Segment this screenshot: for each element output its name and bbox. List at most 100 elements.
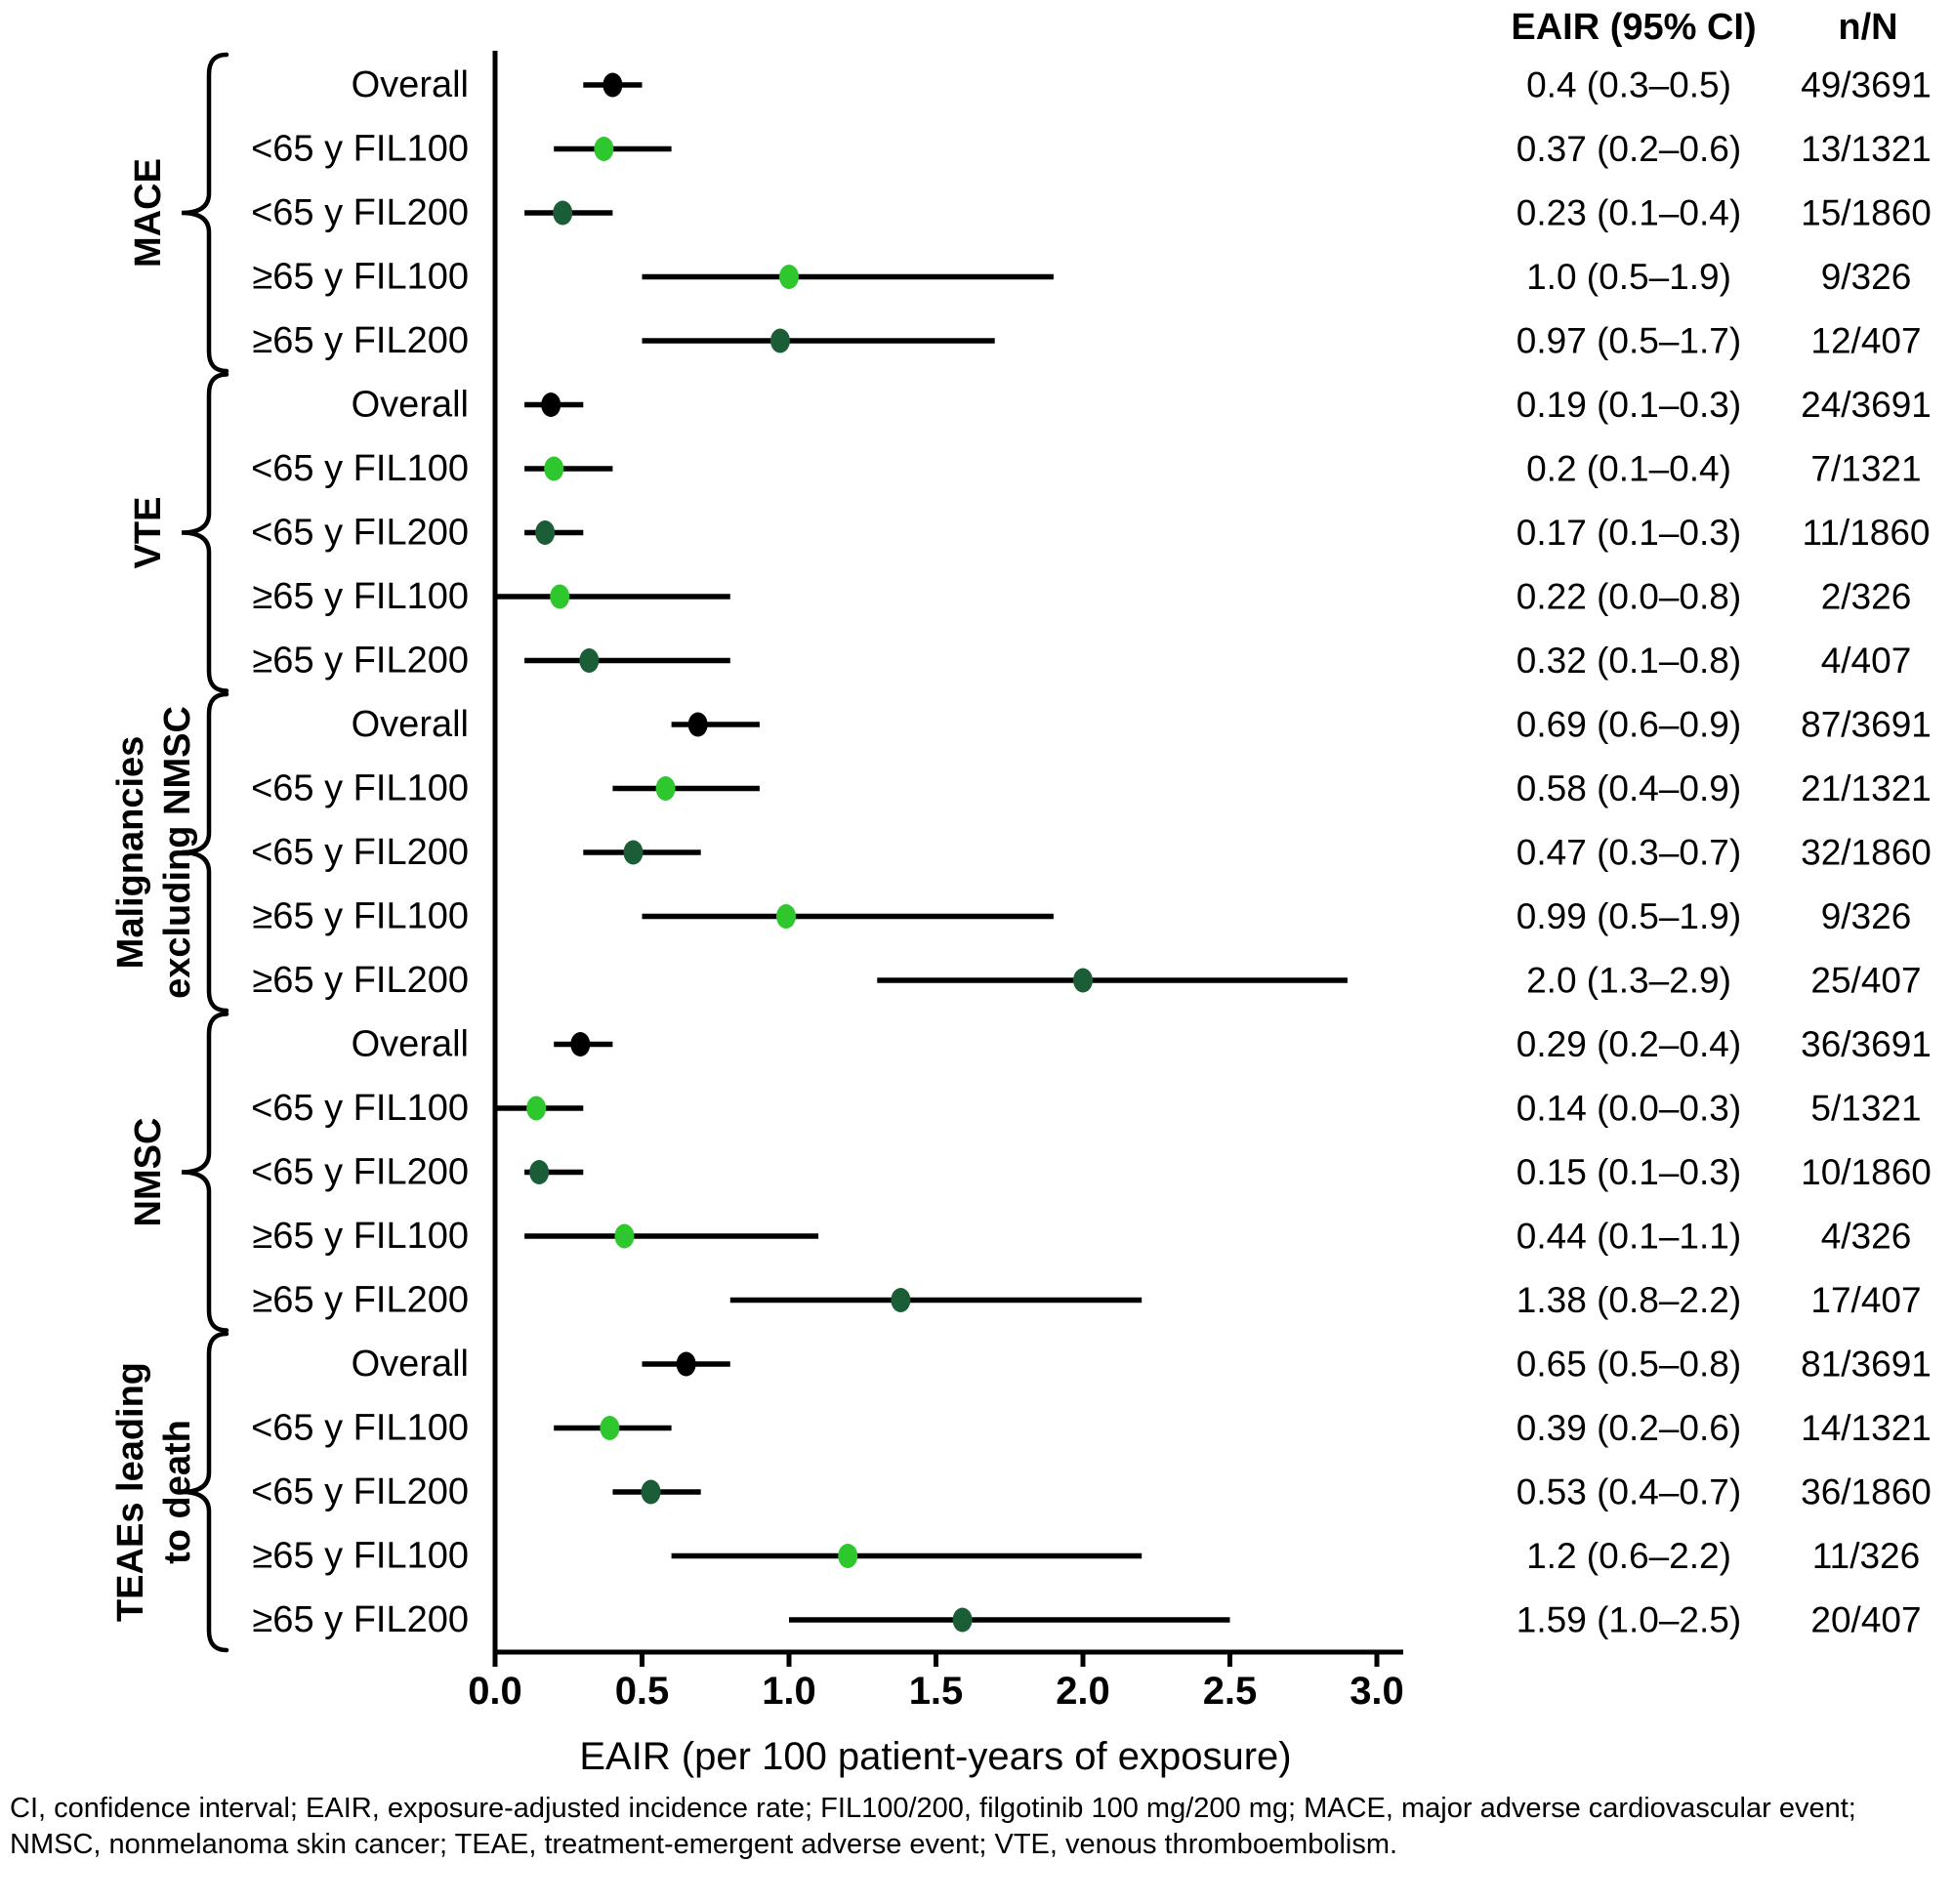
n-over-total-value: 4/407 (1821, 641, 1912, 681)
n-over-total-value: 13/1321 (1801, 129, 1932, 169)
section-label: NMSC (128, 1118, 169, 1227)
n-over-total-value: 21/1321 (1801, 768, 1932, 808)
row-label: ≥65 y FIL200 (252, 320, 469, 361)
section-label-group: VTE (128, 497, 169, 569)
row-label: Overall (352, 385, 469, 426)
point-marker (579, 648, 600, 673)
section-braces (181, 52, 229, 1653)
eair-ci-column-header: EAIR (95% CI) (1511, 7, 1756, 48)
x-axis-title: EAIR (per 100 patient-years of exposure) (579, 1735, 1291, 1778)
point-marker (775, 904, 796, 929)
eair-ci-value: 0.39 (0.2–0.6) (1517, 1408, 1741, 1448)
row-label: <65 y FIL100 (251, 129, 469, 170)
section-brace (181, 1012, 229, 1333)
x-tick-label: 1.5 (909, 1670, 964, 1713)
n-over-total-value: 81/3691 (1801, 1345, 1932, 1385)
n-over-total-value: 2/326 (1821, 577, 1912, 617)
section-label: Malignancies (110, 736, 151, 970)
section-label: to death (157, 1420, 198, 1564)
row-label: ≥65 y FIL100 (252, 576, 469, 617)
n-over-total-value: 17/407 (1810, 1280, 1921, 1320)
row-label: ≥65 y FIL100 (252, 1216, 469, 1257)
eair-ci-value: 0.29 (0.2–0.4) (1517, 1024, 1741, 1064)
eair-ci-value: 0.19 (0.1–0.3) (1517, 385, 1741, 425)
section-brace (181, 1331, 229, 1653)
section-label: excluding NMSC (157, 706, 198, 999)
n-over-total-value: 20/407 (1810, 1600, 1921, 1640)
eair-ci-value: 0.23 (0.1–0.4) (1517, 193, 1741, 233)
x-tick-label: 2.5 (1203, 1670, 1258, 1713)
row-label: <65 y FIL100 (251, 448, 469, 489)
plot-area (495, 72, 1348, 1633)
x-tick-label: 2.0 (1056, 1670, 1110, 1713)
section-label-group: NMSC (128, 1118, 169, 1227)
n-over-total-value: 9/326 (1821, 257, 1912, 297)
footnote-line-2: NMSC, nonmelanoma skin cancer; TEAE, tre… (10, 1829, 1397, 1860)
row-label: <65 y FIL200 (251, 832, 469, 873)
point-marker (614, 1223, 635, 1249)
point-marker (603, 72, 623, 98)
eair-ci-value: 0.97 (0.5–1.7) (1517, 321, 1741, 361)
point-marker (891, 1288, 911, 1312)
n-over-total-value: 24/3691 (1801, 385, 1932, 425)
row-label: ≥65 y FIL200 (252, 1599, 469, 1640)
section-label-group: TEAEs leading to death (110, 1362, 198, 1622)
eair-ci-value: 0.15 (0.1–0.3) (1517, 1152, 1741, 1192)
n-over-total-value: 9/326 (1821, 896, 1912, 936)
footnote-line-1: CI, confidence interval; EAIR, exposure-… (10, 1793, 1856, 1824)
section-label-group: Malignancies excluding NMSC (110, 706, 198, 999)
row-label: Overall (352, 64, 469, 105)
eair-ci-value: 0.2 (0.1–0.4) (1526, 449, 1731, 489)
point-marker (655, 776, 676, 801)
row-label: <65 y FIL200 (251, 192, 469, 233)
n-over-total-value: 11/1860 (1803, 513, 1931, 553)
row-label: ≥65 y FIL100 (252, 896, 469, 937)
eair-ci-value: 1.2 (0.6–2.2) (1526, 1536, 1731, 1576)
point-marker (1073, 968, 1093, 993)
row-labels: Overall <65 y FIL100 <65 y FIL200 ≥65 y FIL… (251, 64, 469, 1640)
n-over-total-value: 14/1321 (1801, 1408, 1932, 1448)
point-marker (544, 456, 564, 481)
row-label: <65 y FIL100 (251, 1088, 469, 1129)
point-marker (687, 712, 708, 737)
n-over-total-value: 5/1321 (1810, 1089, 1921, 1129)
eair-ci-value: 0.58 (0.4–0.9) (1517, 768, 1741, 808)
row-label: ≥65 y FIL200 (252, 1280, 469, 1321)
section-labels: MACE VTE Malignancies excluding NMSC NMSC TEA… (110, 158, 198, 1622)
point-marker (600, 1416, 620, 1440)
eair-ci-value: 0.65 (0.5–0.8) (1517, 1345, 1741, 1385)
point-marker (769, 328, 790, 353)
row-label: <65 y FIL200 (251, 513, 469, 554)
n-over-total-value: 36/3691 (1801, 1024, 1932, 1064)
eair-ci-value: 1.38 (0.8–2.2) (1517, 1280, 1741, 1320)
point-marker (641, 1479, 661, 1505)
point-marker (623, 840, 644, 865)
n-over-total-value: 36/1860 (1801, 1472, 1932, 1512)
n-over-total-value: 87/3691 (1801, 705, 1932, 745)
row-label: <65 y FIL200 (251, 1152, 469, 1193)
eair-ci-value: 0.37 (0.2–0.6) (1517, 129, 1741, 169)
point-marker (779, 265, 799, 289)
row-label: Overall (352, 1344, 469, 1385)
n-over-total-value: 4/326 (1821, 1217, 1912, 1257)
point-marker (553, 200, 573, 226)
eair-ci-value: 0.47 (0.3–0.7) (1517, 833, 1741, 873)
eair-ci-value: 0.32 (0.1–0.8) (1517, 641, 1741, 681)
row-label: ≥65 y FIL100 (252, 257, 469, 298)
row-label: ≥65 y FIL200 (252, 960, 469, 1001)
eair-ci-value: 0.69 (0.6–0.9) (1517, 705, 1741, 745)
x-axis: 0.0 0.5 1.0 1.5 2.0 2.5 3.0 (468, 51, 1404, 1713)
eair-ci-value: 0.53 (0.4–0.7) (1517, 1472, 1741, 1512)
point-marker (952, 1607, 973, 1633)
point-marker (594, 137, 614, 161)
eair-ci-value: 0.99 (0.5–1.9) (1517, 896, 1741, 936)
point-marker (526, 1096, 547, 1121)
row-label: Overall (352, 704, 469, 745)
section-label: TEAEs leading (110, 1362, 151, 1622)
section-label: VTE (128, 497, 169, 569)
n-over-total-value: 10/1860 (1801, 1152, 1932, 1192)
eair-ci-value: 0.17 (0.1–0.3) (1517, 513, 1741, 553)
point-marker (541, 393, 561, 417)
row-label: <65 y FIL100 (251, 1408, 469, 1449)
